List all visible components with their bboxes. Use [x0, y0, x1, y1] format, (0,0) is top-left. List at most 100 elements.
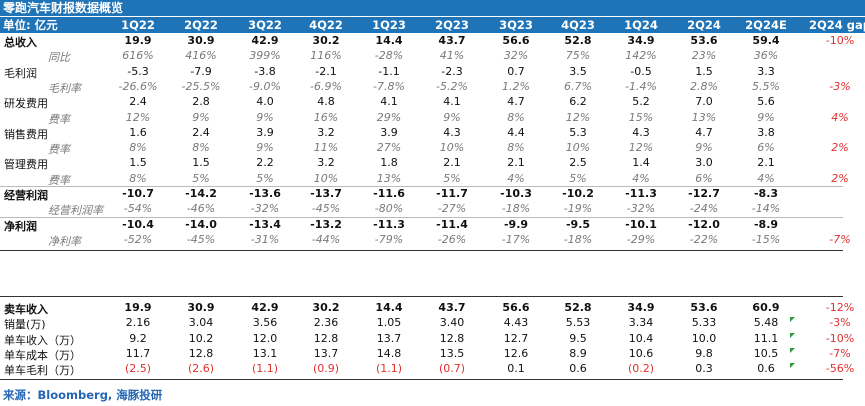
pl-cell: -1.4%	[625, 79, 657, 93]
pl-cell: 1.5	[129, 156, 147, 170]
pl-cell: 10%	[439, 141, 465, 155]
unit-cell: (2.5)	[124, 362, 152, 376]
pl-cell: 23%	[691, 49, 717, 63]
pl-cell: 15%	[628, 110, 654, 124]
unit-cell: 1.05	[376, 316, 402, 330]
pl-row-label: 同比	[48, 51, 70, 65]
unit-cell: 8.9	[569, 346, 587, 360]
pl-cell: 4%	[507, 171, 525, 185]
pl-cell: 8%	[129, 171, 147, 185]
pl-cell: 11%	[313, 141, 339, 155]
pl-cell: 9%	[256, 141, 274, 155]
unit-row-label: 单车毛利（万）	[4, 364, 81, 378]
column-header-2q22: 2Q22	[184, 18, 218, 32]
pl-cell: 9%	[757, 110, 775, 124]
pl-cell: 0.7	[507, 64, 525, 78]
pl-cell: 1.8	[380, 156, 398, 170]
comment-marker-icon	[790, 332, 795, 338]
pl-cell: -32%	[626, 202, 656, 216]
pl-cell: 3.8	[757, 125, 775, 139]
pl-cell: 2.5	[569, 156, 587, 170]
pl-row-label: 毛利率	[48, 81, 81, 95]
pl-cell: -7.8%	[373, 79, 405, 93]
unit-cell: 30.2	[312, 301, 340, 314]
pl-cell: 1.5	[192, 156, 210, 170]
pl-cell: 8%	[129, 141, 147, 155]
pl-cell: -8.3	[753, 187, 779, 200]
unit-cell: 12.8	[188, 346, 214, 360]
column-header-3q23: 3Q23	[499, 18, 533, 32]
unit-gap-cell: -7%	[829, 346, 851, 360]
pl-cell: -44%	[311, 232, 341, 246]
pl-row-label: 费率	[48, 173, 70, 187]
pl-gap-cell: -3%	[829, 79, 851, 93]
pl-cell: 4.8	[317, 95, 335, 109]
unit-cell: 5.48	[753, 316, 779, 330]
pl-row-label: 经营利润	[4, 189, 48, 202]
pl-cell: 27%	[376, 141, 402, 155]
pl-cell: 59.4	[752, 34, 780, 47]
unit-cell: 34.9	[627, 301, 655, 314]
pl-cell: -54%	[123, 202, 153, 216]
pl-cell: -0.5	[630, 64, 652, 78]
pl-cell: 2.2	[256, 156, 274, 170]
pl-cell: 5%	[256, 171, 274, 185]
pl-cell: 19.9	[124, 34, 152, 47]
unit-cell: 12.6	[503, 346, 529, 360]
pl-cell: 4.1	[380, 95, 398, 109]
pl-cell: -13.7	[310, 187, 342, 200]
pl-cell: 8%	[192, 141, 210, 155]
pl-cell: -26%	[437, 232, 467, 246]
pl-cell: 12%	[628, 141, 654, 155]
unit-cell: 13.7	[313, 346, 339, 360]
unit-cell: 12.7	[503, 331, 529, 345]
pl-cell: 3.3	[757, 64, 775, 78]
unit-cell: 0.1	[507, 362, 525, 376]
column-header-1q23: 1Q23	[372, 18, 406, 32]
row-separator	[0, 216, 843, 218]
pl-cell: 13%	[691, 110, 717, 124]
pl-cell: 9%	[695, 141, 713, 155]
column-header-2q23: 2Q23	[435, 18, 469, 32]
column-header-2q24e: 2Q24E	[745, 18, 787, 32]
pl-cell: -11.4	[436, 217, 468, 231]
pl-cell: -17%	[501, 232, 531, 246]
row-separator	[0, 378, 843, 380]
unit-cell: 11.7	[125, 346, 151, 360]
pl-cell: 3.9	[256, 125, 274, 139]
pl-cell: 4.7	[507, 95, 525, 109]
unit-cell: 2.16	[125, 316, 151, 330]
pl-cell: -32%	[250, 202, 280, 216]
unit-cell: (1.1)	[375, 362, 403, 376]
pl-cell: 5%	[443, 171, 461, 185]
pl-cell: 56.6	[502, 34, 530, 47]
pl-cell: 4.7	[695, 125, 713, 139]
pl-cell: 41%	[439, 49, 465, 63]
pl-cell: -19%	[563, 202, 593, 216]
pl-gap-cell: 4%	[831, 110, 849, 124]
pl-cell: 4.0	[256, 95, 274, 109]
pl-cell: -13.4	[249, 217, 281, 231]
pl-cell: 2.1	[757, 156, 775, 170]
pl-cell: 10%	[313, 171, 339, 185]
pl-cell: -10.3	[500, 187, 532, 200]
unit-cell: 12.8	[313, 331, 339, 345]
unit-cell: 0.6	[569, 362, 587, 376]
pl-cell: -2.3	[441, 64, 463, 78]
pl-cell: -9.5	[565, 217, 591, 231]
pl-cell: -10.2	[562, 187, 594, 200]
unit-cell: 53.6	[690, 301, 718, 314]
pl-cell: 7.0	[695, 95, 713, 109]
unit-cell: 13.7	[376, 331, 402, 345]
table-title: 零跑汽车财报数据概览	[3, 1, 124, 15]
comment-marker-icon	[790, 347, 795, 353]
unit-row-label: 单车收入（万）	[4, 333, 81, 347]
unit-cell: 5.53	[565, 316, 591, 330]
pl-cell: -7.9	[190, 64, 212, 78]
pl-cell: 75%	[565, 49, 591, 63]
pl-cell: 12%	[565, 110, 591, 124]
header-bar	[0, 17, 865, 33]
unit-cell: 12.8	[439, 331, 465, 345]
unit-cell: (0.9)	[312, 362, 340, 376]
row-separator	[0, 250, 843, 252]
